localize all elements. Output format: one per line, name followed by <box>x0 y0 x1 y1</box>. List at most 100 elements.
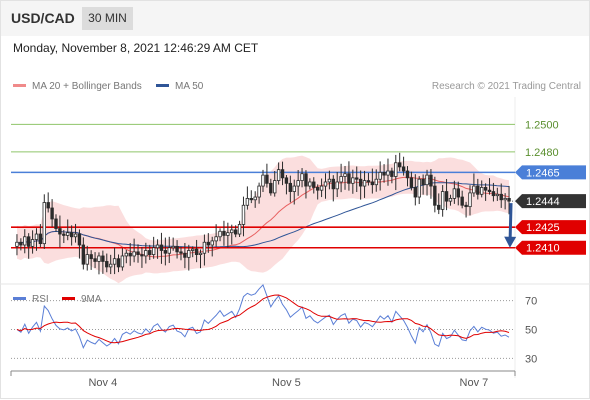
candle-body <box>315 187 320 191</box>
candle-body <box>85 254 89 265</box>
candle-body <box>241 204 246 225</box>
candle-body <box>351 177 355 184</box>
last-price-tag <box>515 194 586 209</box>
candle-body <box>46 202 50 209</box>
level-tag-1-2465 <box>515 165 586 180</box>
symbol-label: USD/CAD <box>11 10 75 26</box>
candle-body <box>257 185 261 198</box>
candle-body <box>253 196 257 201</box>
legend-ma50: MA 50 <box>156 81 203 92</box>
candle-body <box>171 245 175 249</box>
candle-body <box>397 162 402 168</box>
candle-body <box>120 255 125 268</box>
legend-rsi: RSI <box>13 294 49 305</box>
candle-body <box>355 177 359 180</box>
candle-body <box>136 251 140 255</box>
candle-body <box>413 187 418 198</box>
candle-body <box>374 178 378 186</box>
candle-body <box>226 232 230 236</box>
ma50-swatch <box>156 83 169 87</box>
candle-body <box>175 245 179 253</box>
candle-body <box>34 233 39 240</box>
candle-body <box>69 232 74 238</box>
candle-body <box>495 193 500 197</box>
last-price-text: 1.2444 <box>526 196 560 208</box>
x-tick-label: Nov 4 <box>88 377 117 389</box>
candle-body <box>50 207 54 220</box>
candle-body <box>245 198 250 206</box>
level-label-1-2500: 1.2500 <box>525 119 559 131</box>
candle-body <box>440 191 445 210</box>
candle-body <box>233 229 238 235</box>
candle-body <box>206 241 211 246</box>
candle-body <box>444 191 449 202</box>
candle-body <box>144 250 148 257</box>
candle-body <box>437 204 441 210</box>
candle-body <box>155 244 160 249</box>
candle-body <box>491 191 496 197</box>
candle-body <box>179 251 183 254</box>
candle-body <box>280 169 285 179</box>
candle-body <box>409 177 414 188</box>
candle-body <box>335 181 339 190</box>
candle-body <box>382 171 386 176</box>
rsi-tick-50: 50 <box>525 325 537 337</box>
timeframe-badge[interactable]: 30 MIN <box>82 7 133 30</box>
candle-body <box>222 230 226 236</box>
candle-body <box>58 228 62 235</box>
candle-body <box>468 192 472 208</box>
candle-body <box>23 236 27 246</box>
level-tag-text-1-2410: 1.2410 <box>526 243 560 255</box>
candle-body <box>339 176 343 183</box>
candle-body <box>151 247 156 255</box>
candle-body <box>132 251 136 257</box>
candle-body <box>167 247 171 254</box>
candle-body <box>97 255 101 262</box>
candle-body <box>476 185 480 195</box>
candle-body <box>394 162 398 177</box>
candle-body <box>456 188 460 198</box>
candle-body <box>112 258 117 265</box>
candle-body <box>405 170 410 179</box>
legend-ma50-label: MA 50 <box>175 81 204 92</box>
bollinger-band-fill <box>17 155 509 284</box>
candle-body <box>401 166 406 172</box>
chart-header: USD/CAD 30 MIN <box>0 0 590 36</box>
candle-body <box>194 248 199 255</box>
candle-body <box>343 173 347 177</box>
level-tag-text-1-2425: 1.2425 <box>526 222 560 234</box>
candle-body <box>292 185 296 192</box>
candle-body <box>249 198 253 201</box>
candle-body <box>54 218 58 229</box>
candle-body <box>304 173 308 187</box>
candle-body <box>116 258 121 268</box>
candle-body <box>386 170 390 176</box>
candle-body <box>448 198 453 202</box>
candle-body <box>159 244 164 251</box>
ma20-swatch <box>13 83 26 87</box>
legend-rsi-label: RSI <box>32 294 49 305</box>
candle-body <box>15 241 19 247</box>
legend-9ma: 9MA <box>62 294 102 305</box>
candle-body <box>101 255 105 262</box>
candle-body <box>429 174 433 187</box>
candle-body <box>202 241 207 254</box>
candle-body <box>66 232 70 236</box>
legend-ma20-label: MA 20 + Bollinger Bands <box>32 81 142 92</box>
candle-body <box>128 252 132 257</box>
legend-9ma-label: 9MA <box>81 294 102 305</box>
candle-body <box>73 233 78 238</box>
datetime-label: Monday, November 8, 2021 12:46:29 AM CET <box>13 41 259 55</box>
candle-body <box>483 187 488 191</box>
candle-body <box>38 233 43 245</box>
candle-body <box>42 202 46 245</box>
level-tag-text-1-2465: 1.2465 <box>526 167 560 179</box>
candle-body <box>105 261 109 268</box>
candle-body <box>296 180 300 187</box>
candle-body <box>323 181 328 187</box>
candle-body <box>327 178 332 183</box>
candle-body <box>62 233 66 236</box>
candle-body <box>421 178 425 186</box>
candle-body <box>124 252 129 257</box>
